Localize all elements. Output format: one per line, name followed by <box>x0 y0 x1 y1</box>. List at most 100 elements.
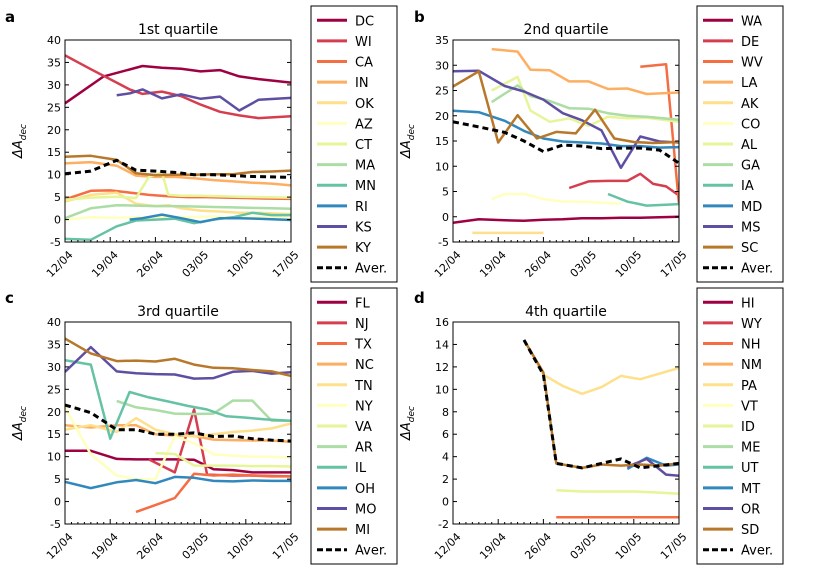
panel-b: b 2nd quartile ΔAdec -5 0 5 10 15 20 25 30 35 12/04 1… <box>399 5 784 283</box>
y-tick-label: 30 <box>435 59 449 72</box>
series-lines <box>453 47 679 235</box>
series-line-wv <box>640 62 679 205</box>
x-tick-label: 10/05 <box>225 248 257 280</box>
x-tick-label: 17/05 <box>658 530 690 562</box>
y-tick-label: 4 <box>442 451 449 464</box>
legend-label: DE <box>741 35 759 50</box>
y-tick-label: 0 <box>442 211 449 224</box>
legend-label: OK <box>355 97 374 112</box>
panel-letter: a <box>5 8 15 26</box>
y-tick-label: 25 <box>47 101 61 114</box>
series-line-in <box>65 160 291 187</box>
series-line-mo <box>65 345 291 380</box>
y-tick-label: 35 <box>47 56 61 69</box>
legend-label: ID <box>741 420 755 435</box>
plot-frame <box>64 321 292 525</box>
legend-label: IN <box>355 76 369 91</box>
x-tick-label: 26/04 <box>134 530 166 562</box>
x-tick-label: 19/04 <box>89 530 121 562</box>
legend-label: TX <box>354 338 372 353</box>
x-tick-label: 10/05 <box>613 530 645 562</box>
x-tick-label: 19/04 <box>89 248 121 280</box>
legend-label: MD <box>741 200 762 215</box>
series-line-ms <box>453 69 679 170</box>
x-tick-label: 12/04 <box>44 248 76 280</box>
panel-c: c 3rd quartile ΔAdec -5 0 5 10 15 20 25 30 35 40 12/0… <box>5 287 398 565</box>
legend-label: Aver. <box>741 544 773 559</box>
legend-label: AL <box>741 138 758 153</box>
series-line-pa <box>522 339 679 396</box>
y-tick-label: 30 <box>47 79 61 92</box>
y-tick-label: 30 <box>47 361 61 374</box>
legend-label: MN <box>355 179 376 194</box>
panel-letter: b <box>414 8 425 26</box>
x-tick-label: 12/04 <box>44 530 76 562</box>
series-line-dc <box>65 64 291 105</box>
y-tick-label: 5 <box>442 186 449 199</box>
y-tick-label: 10 <box>47 169 61 182</box>
legend-label: CA <box>355 56 373 71</box>
legend-label: NY <box>355 399 373 414</box>
series-line-aver <box>65 158 291 179</box>
y-axis-label: ΔAdec <box>11 124 29 159</box>
x-tick-label: 10/05 <box>613 248 645 280</box>
legend-label: MA <box>355 159 375 174</box>
legend-label: OH <box>355 482 375 497</box>
y-tick-label: 0 <box>442 496 449 509</box>
y-tick-label: 10 <box>47 451 61 464</box>
series-lines <box>65 54 291 242</box>
x-tick-label: 26/04 <box>522 530 554 562</box>
y-tick-label: 10 <box>435 383 449 396</box>
series-line-tn <box>65 416 291 438</box>
series-line-il <box>65 358 291 440</box>
legend-label: KY <box>355 241 371 256</box>
legend-label: Aver. <box>355 544 387 559</box>
y-tick-label: 15 <box>47 428 61 441</box>
y-tick-label: 14 <box>435 338 449 351</box>
plot-frame <box>452 321 680 525</box>
series-line-ri <box>129 213 291 224</box>
x-tick-label: 12/04 <box>432 248 464 280</box>
legend-label: AZ <box>355 117 373 132</box>
series-line-la <box>491 47 679 96</box>
y-tick-label: 20 <box>47 406 61 419</box>
series-line-tx <box>135 472 291 514</box>
legend-label: GA <box>741 159 760 174</box>
legend-label: MI <box>355 523 370 538</box>
y-tick-label: 2 <box>442 473 449 486</box>
series-line-sd <box>522 339 679 470</box>
series-line-oh <box>65 475 291 490</box>
legend-label: RI <box>355 200 368 215</box>
y-tick-label: 25 <box>47 383 61 396</box>
x-tick-label: 17/05 <box>270 530 302 562</box>
series-line-mi <box>65 337 291 378</box>
series-line-ny <box>65 406 291 481</box>
y-tick-label: 16 <box>435 316 449 329</box>
series-line-wi <box>65 54 291 120</box>
panel-title: 3rd quartile <box>137 304 219 320</box>
series-line-ks <box>116 88 291 112</box>
x-tick-label: 03/05 <box>568 530 600 562</box>
legend-label: PA <box>741 379 757 394</box>
legend-label: MO <box>355 502 376 517</box>
y-tick-label: 8 <box>442 406 449 419</box>
legend-label: WV <box>741 56 763 71</box>
series-line-va <box>155 451 291 468</box>
x-tick-label: 03/05 <box>568 248 600 280</box>
y-tick-label: 10 <box>435 160 449 173</box>
series-line-mn <box>65 211 291 242</box>
y-tick-label: 15 <box>47 146 61 159</box>
y-tick-label: 40 <box>47 316 61 329</box>
series-lines <box>522 339 679 519</box>
legend-label: NM <box>741 358 762 373</box>
legend: WA DE WV LA AK CO AL GA IA MD MS SC Aver. <box>696 5 784 283</box>
y-axis-label: ΔAdec <box>399 124 417 159</box>
y-tick-label: 6 <box>442 428 449 441</box>
legend-label: Aver. <box>355 262 387 277</box>
x-tick-label: 10/05 <box>225 530 257 562</box>
legend-label: NC <box>355 358 374 373</box>
legend-label: UT <box>741 461 759 476</box>
legend-label: KS <box>355 220 372 235</box>
series-line-md <box>453 109 679 149</box>
series-line-ct <box>65 171 291 202</box>
